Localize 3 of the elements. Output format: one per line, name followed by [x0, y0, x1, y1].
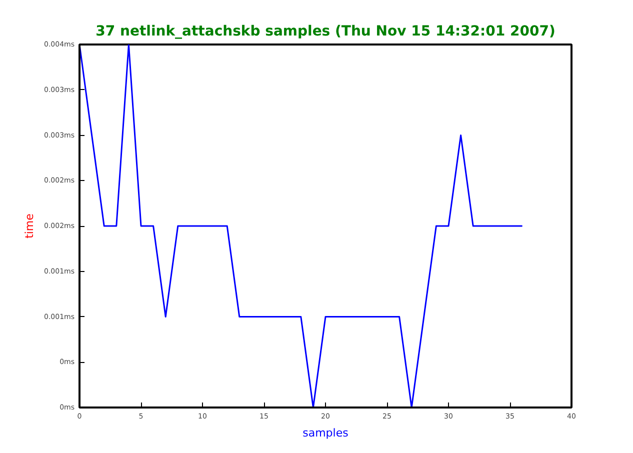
chart-title: 37 netlink_attachskb samples (Thu Nov 15 14:32:01 2007) — [96, 24, 556, 40]
y-axis-title: time — [22, 213, 36, 238]
x-axis-title: samples — [302, 426, 349, 440]
